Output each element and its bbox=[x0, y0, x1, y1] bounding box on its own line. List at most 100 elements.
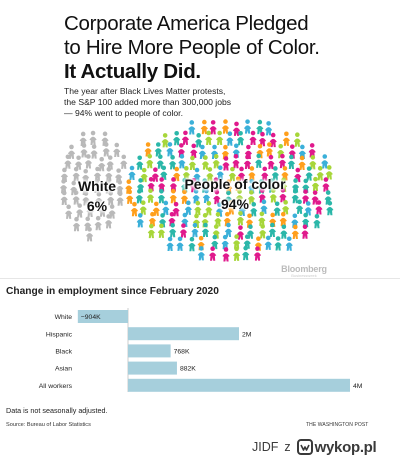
person-poc-168 bbox=[221, 234, 229, 250]
white-group-label: White 6% bbox=[72, 176, 122, 216]
person-poc-51 bbox=[287, 154, 295, 169]
employment-bar-chart: White −904K Hispanic 2M Black 768K Asian 882K Al… bbox=[39, 308, 363, 392]
person-white-26 bbox=[60, 190, 68, 205]
watermark-separator: z bbox=[284, 440, 291, 454]
person-poc-14 bbox=[226, 131, 234, 146]
person-poc-36 bbox=[308, 143, 316, 158]
person-white-23 bbox=[93, 178, 101, 194]
person-poc-161 bbox=[291, 224, 299, 239]
person-poc-11 bbox=[195, 133, 203, 148]
value-label: 882K bbox=[180, 366, 196, 373]
person-white-1 bbox=[89, 130, 97, 146]
person-poc-176 bbox=[209, 246, 217, 261]
person-poc-103 bbox=[235, 189, 244, 204]
person-white-41 bbox=[85, 227, 94, 242]
person-white-31 bbox=[116, 191, 124, 206]
bar-all-workers bbox=[128, 378, 350, 392]
person-poc-62 bbox=[206, 167, 214, 182]
person-poc-5 bbox=[243, 119, 252, 134]
wykop-logo-icon bbox=[296, 439, 313, 455]
bloomberg-wordmark: Bloomberg bbox=[281, 264, 327, 274]
person-poc-9 bbox=[173, 131, 181, 146]
person-poc-7 bbox=[265, 121, 273, 136]
watermark-user: JIDF bbox=[252, 440, 279, 454]
intro-line-3: — 94% went to people of color. bbox=[64, 108, 183, 118]
person-poc-119 bbox=[205, 201, 213, 216]
person-poc-125 bbox=[273, 201, 281, 216]
category-label: Hispanic bbox=[46, 331, 73, 338]
person-poc-180 bbox=[253, 246, 262, 261]
person-poc-153 bbox=[201, 222, 210, 238]
person-poc-2 bbox=[209, 120, 217, 135]
person-white-8 bbox=[64, 154, 72, 169]
category-label: All workers bbox=[39, 383, 73, 390]
headline: Corporate America Pledged to Hire More P… bbox=[64, 12, 364, 84]
person-poc-138 bbox=[214, 212, 222, 227]
person-poc-45 bbox=[222, 156, 230, 171]
person-poc-46 bbox=[232, 153, 240, 169]
person-poc-16 bbox=[249, 130, 257, 146]
person-poc-144 bbox=[279, 211, 287, 227]
chart-source: Source: Bureau of Labor Statistics bbox=[6, 422, 91, 428]
person-white-4 bbox=[80, 143, 88, 158]
person-poc-22 bbox=[154, 142, 162, 157]
person-poc-73 bbox=[325, 165, 333, 180]
person-poc-3 bbox=[221, 119, 230, 134]
person-poc-158 bbox=[259, 224, 267, 239]
person-poc-108 bbox=[291, 188, 299, 204]
person-poc-151 bbox=[179, 223, 188, 238]
bar-asian bbox=[128, 361, 177, 375]
person-white-34 bbox=[86, 202, 94, 218]
person-white-30 bbox=[107, 190, 115, 206]
person-poc-37 bbox=[136, 155, 144, 170]
person-poc-93 bbox=[126, 189, 134, 204]
person-poc-173 bbox=[274, 236, 282, 251]
person-poc-149 bbox=[157, 223, 165, 238]
bar-white bbox=[77, 310, 128, 323]
value-label: 768K bbox=[174, 349, 190, 356]
person-poc-95 bbox=[146, 188, 155, 203]
person-poc-175 bbox=[197, 246, 205, 261]
person-poc-40 bbox=[169, 155, 177, 170]
person-poc-20 bbox=[293, 132, 301, 147]
poc-group-label: People of color 94% bbox=[170, 174, 300, 214]
person-poc-67 bbox=[261, 166, 269, 181]
white-percent: 6% bbox=[86, 198, 108, 214]
intro-line-2: the S&P 100 added more than 300,000 jobs bbox=[64, 97, 232, 107]
section-divider bbox=[0, 278, 400, 279]
person-poc-163 bbox=[166, 236, 174, 252]
headline-line-2: to Hire More People of Color. bbox=[64, 36, 320, 59]
bloomberg-sub: Businessweek bbox=[291, 273, 317, 278]
bloomberg-logo: Bloomberg Businessweek bbox=[274, 264, 334, 278]
publisher-credit: THE WASHINGTON POST bbox=[306, 422, 369, 428]
person-white-5 bbox=[90, 144, 98, 159]
person-poc-47 bbox=[243, 154, 252, 170]
person-poc-68 bbox=[271, 166, 279, 181]
person-poc-12 bbox=[205, 130, 213, 145]
person-poc-98 bbox=[180, 189, 189, 204]
person-white-28 bbox=[82, 191, 90, 206]
chart-title: Change in employment since February 2020 bbox=[6, 286, 219, 297]
person-poc-116 bbox=[172, 201, 180, 217]
person-white-15 bbox=[72, 166, 80, 182]
person-white-32 bbox=[65, 204, 73, 219]
person-poc-162 bbox=[301, 224, 309, 239]
person-poc-164 bbox=[176, 236, 184, 251]
bar-black bbox=[128, 344, 171, 358]
bar-hispanic bbox=[128, 327, 239, 341]
white-label: White bbox=[77, 178, 117, 194]
person-poc-6 bbox=[256, 119, 264, 135]
poc-percent: 94% bbox=[220, 196, 250, 212]
watermark: JIDF z wykop.pl bbox=[252, 438, 377, 456]
person-poc-121 bbox=[227, 200, 235, 215]
person-poc-130 bbox=[326, 200, 334, 216]
value-label: 2M bbox=[242, 331, 252, 338]
person-poc-159 bbox=[268, 222, 276, 237]
person-poc-96 bbox=[157, 188, 166, 204]
person-poc-66 bbox=[248, 166, 256, 181]
person-poc-78 bbox=[169, 177, 178, 192]
person-poc-54 bbox=[321, 154, 329, 169]
chart-footnote: Data is not seasonally adjusted. bbox=[6, 406, 108, 415]
intro-line-1: The year after Black Lives Matter protes… bbox=[64, 86, 226, 96]
person-white-6 bbox=[102, 142, 110, 157]
